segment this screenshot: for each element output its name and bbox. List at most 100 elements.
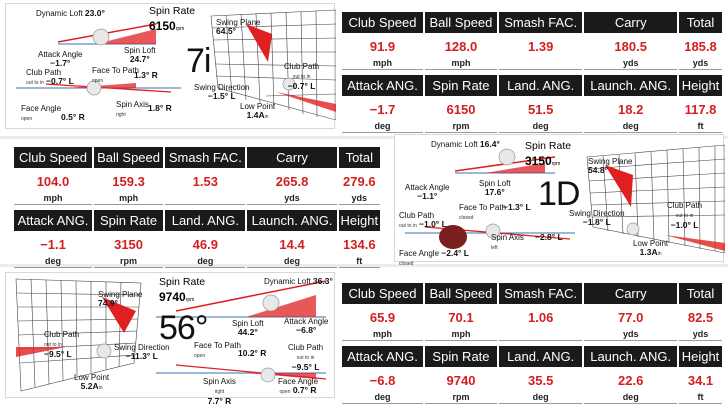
stat-value: 9740 xyxy=(446,373,476,388)
swing-plane-value: 74.9° xyxy=(98,298,118,308)
stat-header: Spin Rate xyxy=(425,75,497,96)
club-path-label: Club Path xyxy=(26,68,62,77)
stat-unit: mph xyxy=(342,56,423,70)
stat-header: Ball Speed xyxy=(93,147,164,168)
club-path-value: −1.0° L xyxy=(419,219,447,229)
low-point-unit: in xyxy=(98,385,103,391)
stat-unit: yds xyxy=(679,56,722,70)
stat-value: 1.39 xyxy=(528,39,554,54)
shot-1-stats-table: Club Speed Ball Speed Smash FAC. Carry T… xyxy=(340,12,724,133)
face-to-path-label: Face To Path xyxy=(92,66,139,75)
stat-unit: deg xyxy=(342,119,423,133)
spin-axis-label: Spin Axis xyxy=(116,100,149,109)
stat-unit: yds xyxy=(247,191,337,205)
stat-unit: deg xyxy=(14,254,92,268)
spin-rate-value: 9740 xyxy=(159,290,186,304)
grid-club-path-value: −1.0° L xyxy=(670,220,699,230)
stat-header: Total xyxy=(679,12,722,33)
spin-axis-label: Spin Axis xyxy=(203,377,236,386)
stat-value: 117.8 xyxy=(684,102,717,117)
stat-header: Spin Rate xyxy=(93,210,164,231)
stat-value: 159.3 xyxy=(112,174,145,189)
stat-unit: rpm xyxy=(425,119,497,133)
stat-header: Height xyxy=(679,75,722,96)
attack-angle-value: −1.1° xyxy=(417,191,438,201)
stat-unit: ft xyxy=(679,390,722,404)
spin-rate-unit: rpm xyxy=(185,297,195,303)
stat-header: Attack ANG. xyxy=(14,210,92,231)
stat-header: Ball Speed xyxy=(425,12,497,33)
stat-header: Land. ANG. xyxy=(165,210,246,231)
stat-header: Carry xyxy=(247,147,337,168)
stat-unit: deg xyxy=(584,390,677,404)
attack-angle-label: Attack Angle xyxy=(405,183,450,192)
swing-direction-label: Swing Direction xyxy=(569,209,625,218)
swing-direction-value: −1.5° L xyxy=(207,91,236,101)
club-name: 7i xyxy=(186,42,211,80)
face-angle-dir: open xyxy=(279,389,291,395)
club-path-dir: out to in xyxy=(399,223,417,229)
attack-angle-label: Attack Angle xyxy=(284,317,329,326)
swing-direction-value: −11.3° L xyxy=(125,351,158,361)
face-to-path-value: 10.2° R xyxy=(238,348,267,358)
stat-header: Land. ANG. xyxy=(498,75,583,96)
stat-unit: mph xyxy=(342,327,423,341)
face-angle-value: −2.4° L xyxy=(441,248,469,258)
stat-unit: deg xyxy=(498,390,583,404)
spin-axis-value: 1.8° R xyxy=(148,103,172,113)
dynamic-loft-label: Dynamic Loft xyxy=(264,277,311,286)
club-delivery-diagram xyxy=(16,9,336,121)
stat-value: 6150 xyxy=(446,102,476,117)
face-to-path-value: −1.3° L xyxy=(503,202,531,212)
spin-loft-value: 24.7° xyxy=(129,54,150,64)
shot-2-graphic-panel: Dynamic Loft 16.4° Spin Rate 3150rpm Atta… xyxy=(394,134,725,267)
stat-unit: deg xyxy=(165,254,246,268)
low-point-unit: in xyxy=(657,251,662,257)
stat-header: Launch. ANG. xyxy=(584,346,677,367)
stat-value: 1.06 xyxy=(528,310,554,325)
stat-value: 185.8 xyxy=(684,39,717,54)
low-point-label: Low Point xyxy=(74,373,110,382)
stat-value: 14.4 xyxy=(279,237,305,252)
stat-value: 134.6 xyxy=(343,237,376,252)
stat-unit: yds xyxy=(679,327,722,341)
stat-value: 91.9 xyxy=(369,39,396,54)
stat-header: Club Speed xyxy=(14,147,92,168)
dynamic-loft-value: 36.3° xyxy=(312,276,333,286)
stat-unit xyxy=(498,327,583,341)
stat-value: 104.0 xyxy=(36,174,70,189)
grid-club-path-dir: out to in xyxy=(292,74,311,80)
club-path-label: Club Path xyxy=(288,343,324,352)
stat-unit: rpm xyxy=(93,254,164,268)
stat-value: 18.2 xyxy=(618,102,644,117)
face-angle-value: 0.7° R xyxy=(292,385,317,395)
shot-2-stats-table: Club Speed Ball Speed Smash FAC. Carry T… xyxy=(12,147,382,268)
stat-value: 180.5 xyxy=(614,39,647,54)
stat-header: Carry xyxy=(584,283,677,304)
stat-header: Smash FAC. xyxy=(165,147,246,168)
stat-header: Attack ANG. xyxy=(342,346,423,367)
stat-header: Total xyxy=(338,147,380,168)
spin-rate-label: Spin Rate xyxy=(149,5,196,17)
stat-value: 128.0 xyxy=(444,39,478,54)
grid-club-path-label: Club Path xyxy=(667,201,703,210)
spin-axis-label: Spin Axis xyxy=(491,233,524,242)
stat-header: Spin Rate xyxy=(425,346,497,367)
face-to-path-label: Face To Path xyxy=(194,341,241,350)
stat-unit: ft xyxy=(679,119,722,133)
stat-header: Total xyxy=(679,283,722,304)
section-divider xyxy=(0,264,728,267)
stat-header: Carry xyxy=(584,12,677,33)
face-angle-dir: closed xyxy=(399,261,414,267)
face-to-path-dir: open xyxy=(194,353,206,359)
swing-plane-label: Swing Plane xyxy=(216,18,261,27)
stat-value: 70.1 xyxy=(448,310,474,325)
grid-club-path-value: −9.5° L xyxy=(44,349,72,359)
stat-value: 65.9 xyxy=(369,310,396,325)
stat-unit: yds xyxy=(584,56,677,70)
face-angle-value: 0.5° R xyxy=(61,112,85,122)
stat-value: 51.5 xyxy=(528,102,554,117)
stat-unit: yds xyxy=(584,327,677,341)
stat-value: 77.0 xyxy=(618,310,644,325)
face-to-path-label: Face To Path xyxy=(459,203,506,212)
